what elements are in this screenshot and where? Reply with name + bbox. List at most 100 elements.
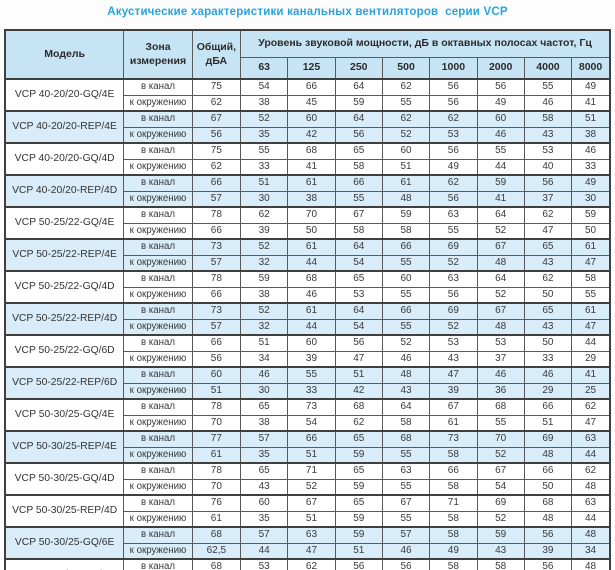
value-cell: 68 <box>523 494 573 512</box>
value-cell: 34 <box>240 350 289 368</box>
value-cell: 56 <box>429 190 478 208</box>
total-dba-cell: 73 <box>191 302 242 320</box>
value-cell: 48 <box>381 366 431 384</box>
value-cell: 69 <box>476 494 525 512</box>
value-cell: 57 <box>240 526 289 544</box>
value-cell: 53 <box>429 334 478 352</box>
value-cell: 51 <box>287 446 336 464</box>
value-cell: 62 <box>523 270 573 288</box>
value-cell: 44 <box>240 542 289 560</box>
model-cell: VCP 40-20/20-REP/4E <box>4 110 125 144</box>
value-cell: 53 <box>476 334 525 352</box>
zone-cell: в канал <box>123 270 193 288</box>
value-cell: 25 <box>571 382 611 400</box>
value-cell: 71 <box>287 462 336 480</box>
model-cell: VCP 50-25/22-REP/4D <box>4 302 125 336</box>
model-cell: VCP 50-25/22-GQ/4E <box>4 206 125 240</box>
value-cell: 60 <box>287 334 336 352</box>
value-cell: 46 <box>571 142 611 160</box>
total-dba-cell: 78 <box>191 270 242 288</box>
value-cell: 33 <box>571 158 611 176</box>
value-cell: 55 <box>240 142 289 160</box>
value-cell: 50 <box>571 222 611 240</box>
value-cell: 51 <box>240 174 289 192</box>
total-dba-cell: 73 <box>191 238 242 256</box>
value-cell: 66 <box>287 430 336 448</box>
value-cell: 46 <box>523 94 573 112</box>
table-row: к окружению 70 43 52 59 55 58 54 50 48 <box>5 478 611 496</box>
value-cell: 64 <box>334 238 383 256</box>
table-row: VCP 50-30/25-REP/4D в канал 76 60 67 65 67 71 69… <box>4 494 611 528</box>
value-cell: 48 <box>523 446 573 464</box>
value-cell: 48 <box>381 190 431 208</box>
value-cell: 52 <box>429 254 478 272</box>
value-cell: 63 <box>571 430 611 448</box>
value-cell: 46 <box>381 350 431 368</box>
value-cell: 53 <box>334 286 383 304</box>
value-cell: 48 <box>571 558 611 570</box>
table-row: VCP 50-30/25-GQ/4E в канал 78 65 73 68 64 67 68 6… <box>4 398 611 432</box>
value-cell: 59 <box>334 446 383 464</box>
value-cell: 46 <box>381 542 431 560</box>
table-header: Модель Зона измерения Общий, дБА Уровень… <box>4 29 611 80</box>
table-row: VCP 40-20/20-GQ/4E в канал 75 54 66 64 62 56 56 5… <box>4 78 611 112</box>
zone-cell: к окружению <box>123 286 193 304</box>
value-cell: 38 <box>240 94 289 112</box>
value-cell: 56 <box>429 78 478 96</box>
value-cell: 51 <box>381 158 431 176</box>
value-cell: 43 <box>381 382 431 400</box>
table-row: VCP 50-30/25-GQ/6Dв канал685362565658585… <box>4 558 611 570</box>
value-cell: 58 <box>334 222 383 240</box>
model-cell: VCP 50-30/25-GQ/4D <box>4 462 125 496</box>
value-cell: 40 <box>523 158 573 176</box>
value-cell: 52 <box>381 334 431 352</box>
value-cell: 65 <box>523 238 573 256</box>
value-cell: 59 <box>334 94 383 112</box>
total-dba-cell: 78 <box>191 206 242 224</box>
value-cell: 55 <box>381 510 431 528</box>
total-dba-cell: 66 <box>191 286 242 304</box>
value-cell: 37 <box>476 350 525 368</box>
value-cell: 64 <box>476 270 525 288</box>
value-cell: 59 <box>240 270 289 288</box>
header-freq-1000: 1000 <box>429 57 478 80</box>
value-cell: 54 <box>334 254 383 272</box>
value-cell: 64 <box>334 110 383 128</box>
value-cell: 65 <box>334 430 383 448</box>
value-cell: 56 <box>334 334 383 352</box>
value-cell: 67 <box>287 494 336 512</box>
value-cell: 47 <box>334 350 383 368</box>
model-cell: VCP 50-30/25-GQ/6D <box>4 558 125 570</box>
value-cell: 61 <box>287 174 336 192</box>
value-cell: 39 <box>240 222 289 240</box>
value-cell: 51 <box>287 510 336 528</box>
model-cell: VCP 40-20/20-GQ/4E <box>4 78 125 112</box>
table-row: VCP 40-20/20-GQ/4D в канал 75 55 68 65 60 56 55 5… <box>4 142 611 176</box>
value-cell: 67 <box>381 494 431 512</box>
value-cell: 34 <box>571 542 611 560</box>
zone-cell: к окружению <box>123 510 193 528</box>
value-cell: 49 <box>429 542 478 560</box>
value-cell: 59 <box>334 510 383 528</box>
value-cell: 63 <box>571 494 611 512</box>
zone-cell: к окружению <box>123 94 193 112</box>
value-cell: 62 <box>381 110 431 128</box>
value-cell: 47 <box>571 414 611 432</box>
header-total-dba: Общий, дБА <box>191 29 242 80</box>
value-cell: 52 <box>429 318 478 336</box>
zone-cell: в канал <box>123 206 193 224</box>
value-cell: 70 <box>476 430 525 448</box>
value-cell: 56 <box>476 78 525 96</box>
header-zone: Зона измерения <box>123 29 193 80</box>
value-cell: 62 <box>571 398 611 416</box>
value-cell: 55 <box>381 254 431 272</box>
zone-cell: к окружению <box>123 126 193 144</box>
zone-cell: в канал <box>123 78 193 96</box>
value-cell: 67 <box>476 302 525 320</box>
table-row: VCP 50-30/25-REP/4E в канал 77 57 66 65 68 73 70… <box>4 430 611 464</box>
value-cell: 47 <box>287 542 336 560</box>
value-cell: 32 <box>240 318 289 336</box>
value-cell: 33 <box>240 158 289 176</box>
value-cell: 67 <box>429 398 478 416</box>
zone-cell: в канал <box>123 174 193 192</box>
